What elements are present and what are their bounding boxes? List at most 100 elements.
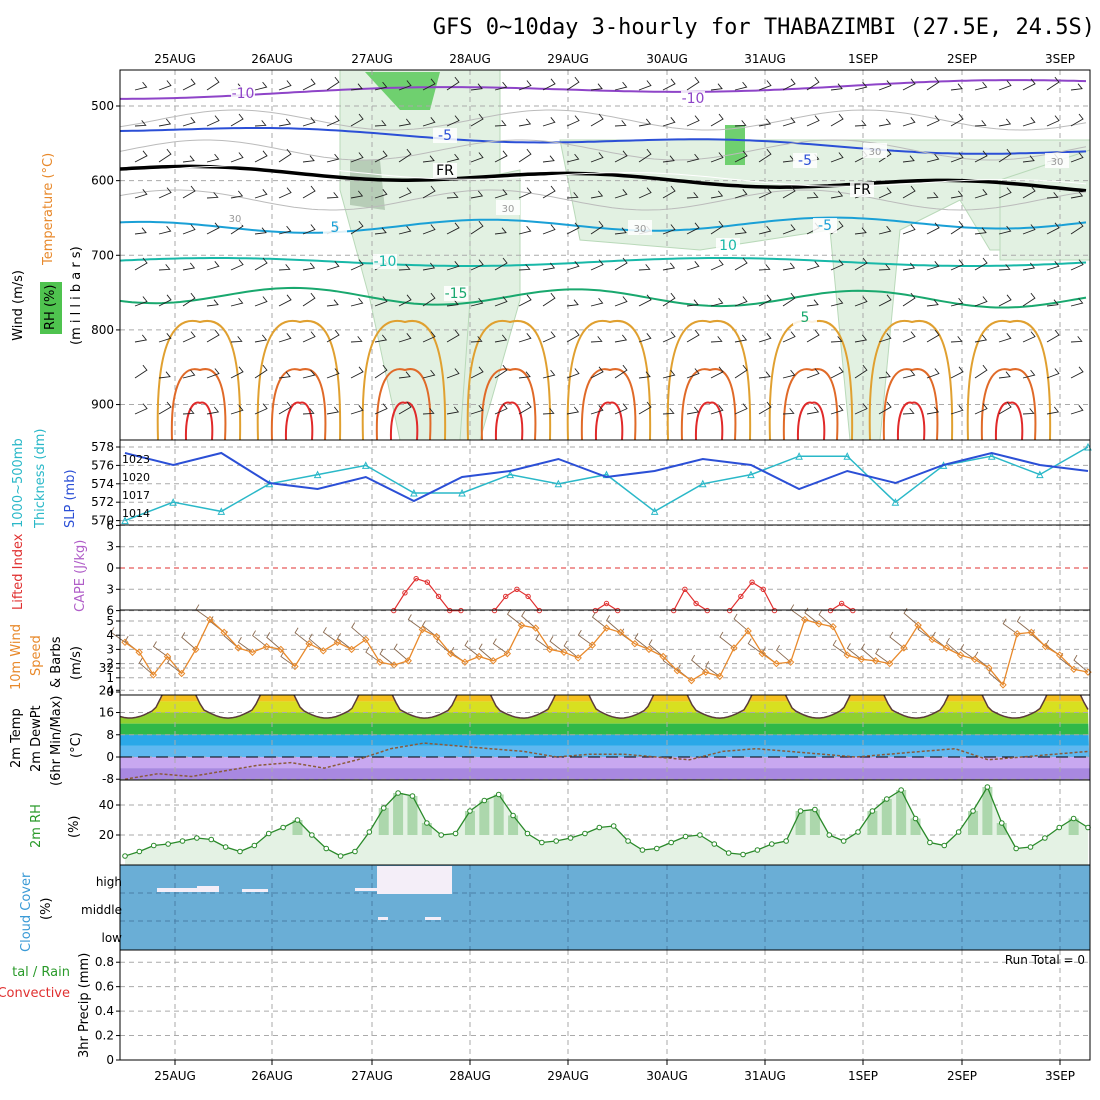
- wind-barb-85: [326, 261, 340, 271]
- li-point-1-2: [514, 586, 520, 592]
- wind-barb-171: [542, 117, 556, 127]
- pressure-ticks: 500 600 700 800 900: [91, 99, 120, 412]
- wind-barb-375: [1022, 262, 1036, 271]
- wind-barb-263: [758, 187, 772, 199]
- li-point-1-0: [491, 607, 498, 614]
- wind-barb-330: [926, 76, 940, 91]
- contour-label-12: 30: [229, 214, 242, 225]
- wind-barb-317: [878, 333, 892, 343]
- wind-barb-366: [998, 294, 1012, 307]
- thickness-point-19: [1036, 470, 1044, 479]
- wind-barb-324: [902, 224, 916, 235]
- wind-barb-151: [494, 120, 507, 127]
- bottom-date-6: 31AUG: [744, 1069, 786, 1083]
- rh2m-point-45: [768, 841, 775, 847]
- rh2m-point-17: [366, 829, 373, 835]
- wind-barb-377: [1022, 331, 1036, 343]
- wind-barb-206: [614, 296, 628, 307]
- wind10m-barb-50: [818, 609, 834, 628]
- wind10m-barb-17: [351, 622, 367, 640]
- wind-barb-376: [1022, 292, 1036, 307]
- wind-barb-328: [902, 369, 916, 379]
- rh2m-point-33: [596, 824, 603, 831]
- thickness-label-2: Thickness (dm): [33, 429, 48, 529]
- slp-tick-0: 1023: [122, 453, 150, 466]
- temp2m-label-2: 2m DewPt: [29, 705, 44, 772]
- rh2m-point-41: [711, 841, 718, 847]
- wind10m-point-41: [701, 668, 710, 676]
- wind-barb-14: [158, 225, 172, 235]
- rh2m-point-48: [812, 806, 818, 813]
- wind-barb-259: [734, 403, 748, 415]
- temp-cell-inner-5: [694, 401, 724, 441]
- wind-barbs: [134, 76, 1084, 415]
- wind-barb-39: [206, 406, 220, 415]
- wind10m-point-31: [560, 648, 568, 656]
- li-segment-5: [830, 602, 854, 612]
- rh2m-point-42: [725, 850, 732, 856]
- rh2m-point-46: [783, 838, 789, 844]
- wind-barb-54: [254, 227, 267, 235]
- wind-barb-97: [350, 336, 363, 343]
- rh2m-point-44: [754, 847, 761, 853]
- wind-barb-16: [158, 294, 172, 307]
- contour-label-bg-16: [1045, 153, 1069, 168]
- wind-barb-325: [902, 262, 916, 271]
- wind-barb-172: [542, 155, 555, 163]
- temp-band-10: [120, 768, 1090, 780]
- wind10m-point-50: [829, 622, 837, 631]
- cloud-block-6: [425, 917, 441, 920]
- precip-label-2: Convective: [0, 986, 70, 1001]
- pressure-tick-4: 900: [91, 398, 114, 412]
- slp-ticks: 578 576 574 572 570 1023 1020 1017 1014: [91, 440, 150, 528]
- wind10m-label-4: (m/s): [69, 646, 84, 680]
- rh2m-point-34: [610, 823, 617, 829]
- wind-barb-87: [326, 329, 340, 343]
- minmax-bar-9: [1096, 664, 1100, 676]
- top-date-5: 30AUG: [646, 52, 688, 66]
- wind-barb-136: [446, 299, 459, 307]
- contour-label-bg-11: [793, 310, 817, 325]
- wind-barb-268: [758, 371, 771, 379]
- wind-barb-141: [470, 113, 484, 127]
- rh2m-point-52: [869, 808, 876, 814]
- wind-barb-257: [734, 334, 748, 343]
- wind-barb-288: [806, 368, 820, 379]
- wind10m-barb-21: [407, 614, 423, 630]
- temp-band-2: [120, 679, 1090, 690]
- li-tick-2: 0: [106, 561, 114, 575]
- bottom-date-9: 3SEP: [1045, 1069, 1075, 1083]
- rh2m-high-54: [896, 790, 907, 835]
- wind-barb-113: [398, 187, 412, 199]
- wind-barb-79: [302, 408, 315, 415]
- wind-barb-156: [494, 296, 508, 307]
- wind-barb-37: [206, 329, 220, 343]
- wind10m-tick-2: 3: [106, 642, 114, 656]
- wind10m-barb-20: [393, 643, 409, 662]
- wind-barb-162: [518, 148, 532, 163]
- contour-label-bg-3: [793, 153, 817, 168]
- contour-label-bg-9: [716, 238, 740, 253]
- rh2m-point-4: [179, 838, 186, 844]
- wind10m-point-54: [886, 659, 894, 668]
- li-point-5-1: [838, 600, 845, 607]
- wind-barb-360: [998, 80, 1012, 91]
- wind-barb-359: [974, 403, 988, 415]
- wind-barb-238: [686, 368, 700, 379]
- wind-barb-374: [1022, 224, 1036, 235]
- wind-barb-369: [998, 401, 1012, 415]
- wind-barb-82: [326, 153, 340, 163]
- rh2m-high-24: [464, 811, 475, 835]
- top-date-2: 27AUG: [351, 52, 393, 66]
- wind10m-barb-16: [336, 633, 352, 650]
- wind-barb-198: [590, 366, 604, 379]
- precip-tick-0: 0.8: [95, 955, 114, 969]
- wind-barb-10: [158, 80, 172, 91]
- rh2m-point-30: [553, 838, 559, 844]
- wind-barb-78: [302, 369, 316, 379]
- wind-barb-195: [590, 259, 604, 271]
- minmax-bar-6: [801, 664, 809, 676]
- wind-barb-146: [470, 297, 484, 307]
- wind-barb-190: [590, 83, 603, 91]
- minmax-bar-7: [899, 664, 907, 676]
